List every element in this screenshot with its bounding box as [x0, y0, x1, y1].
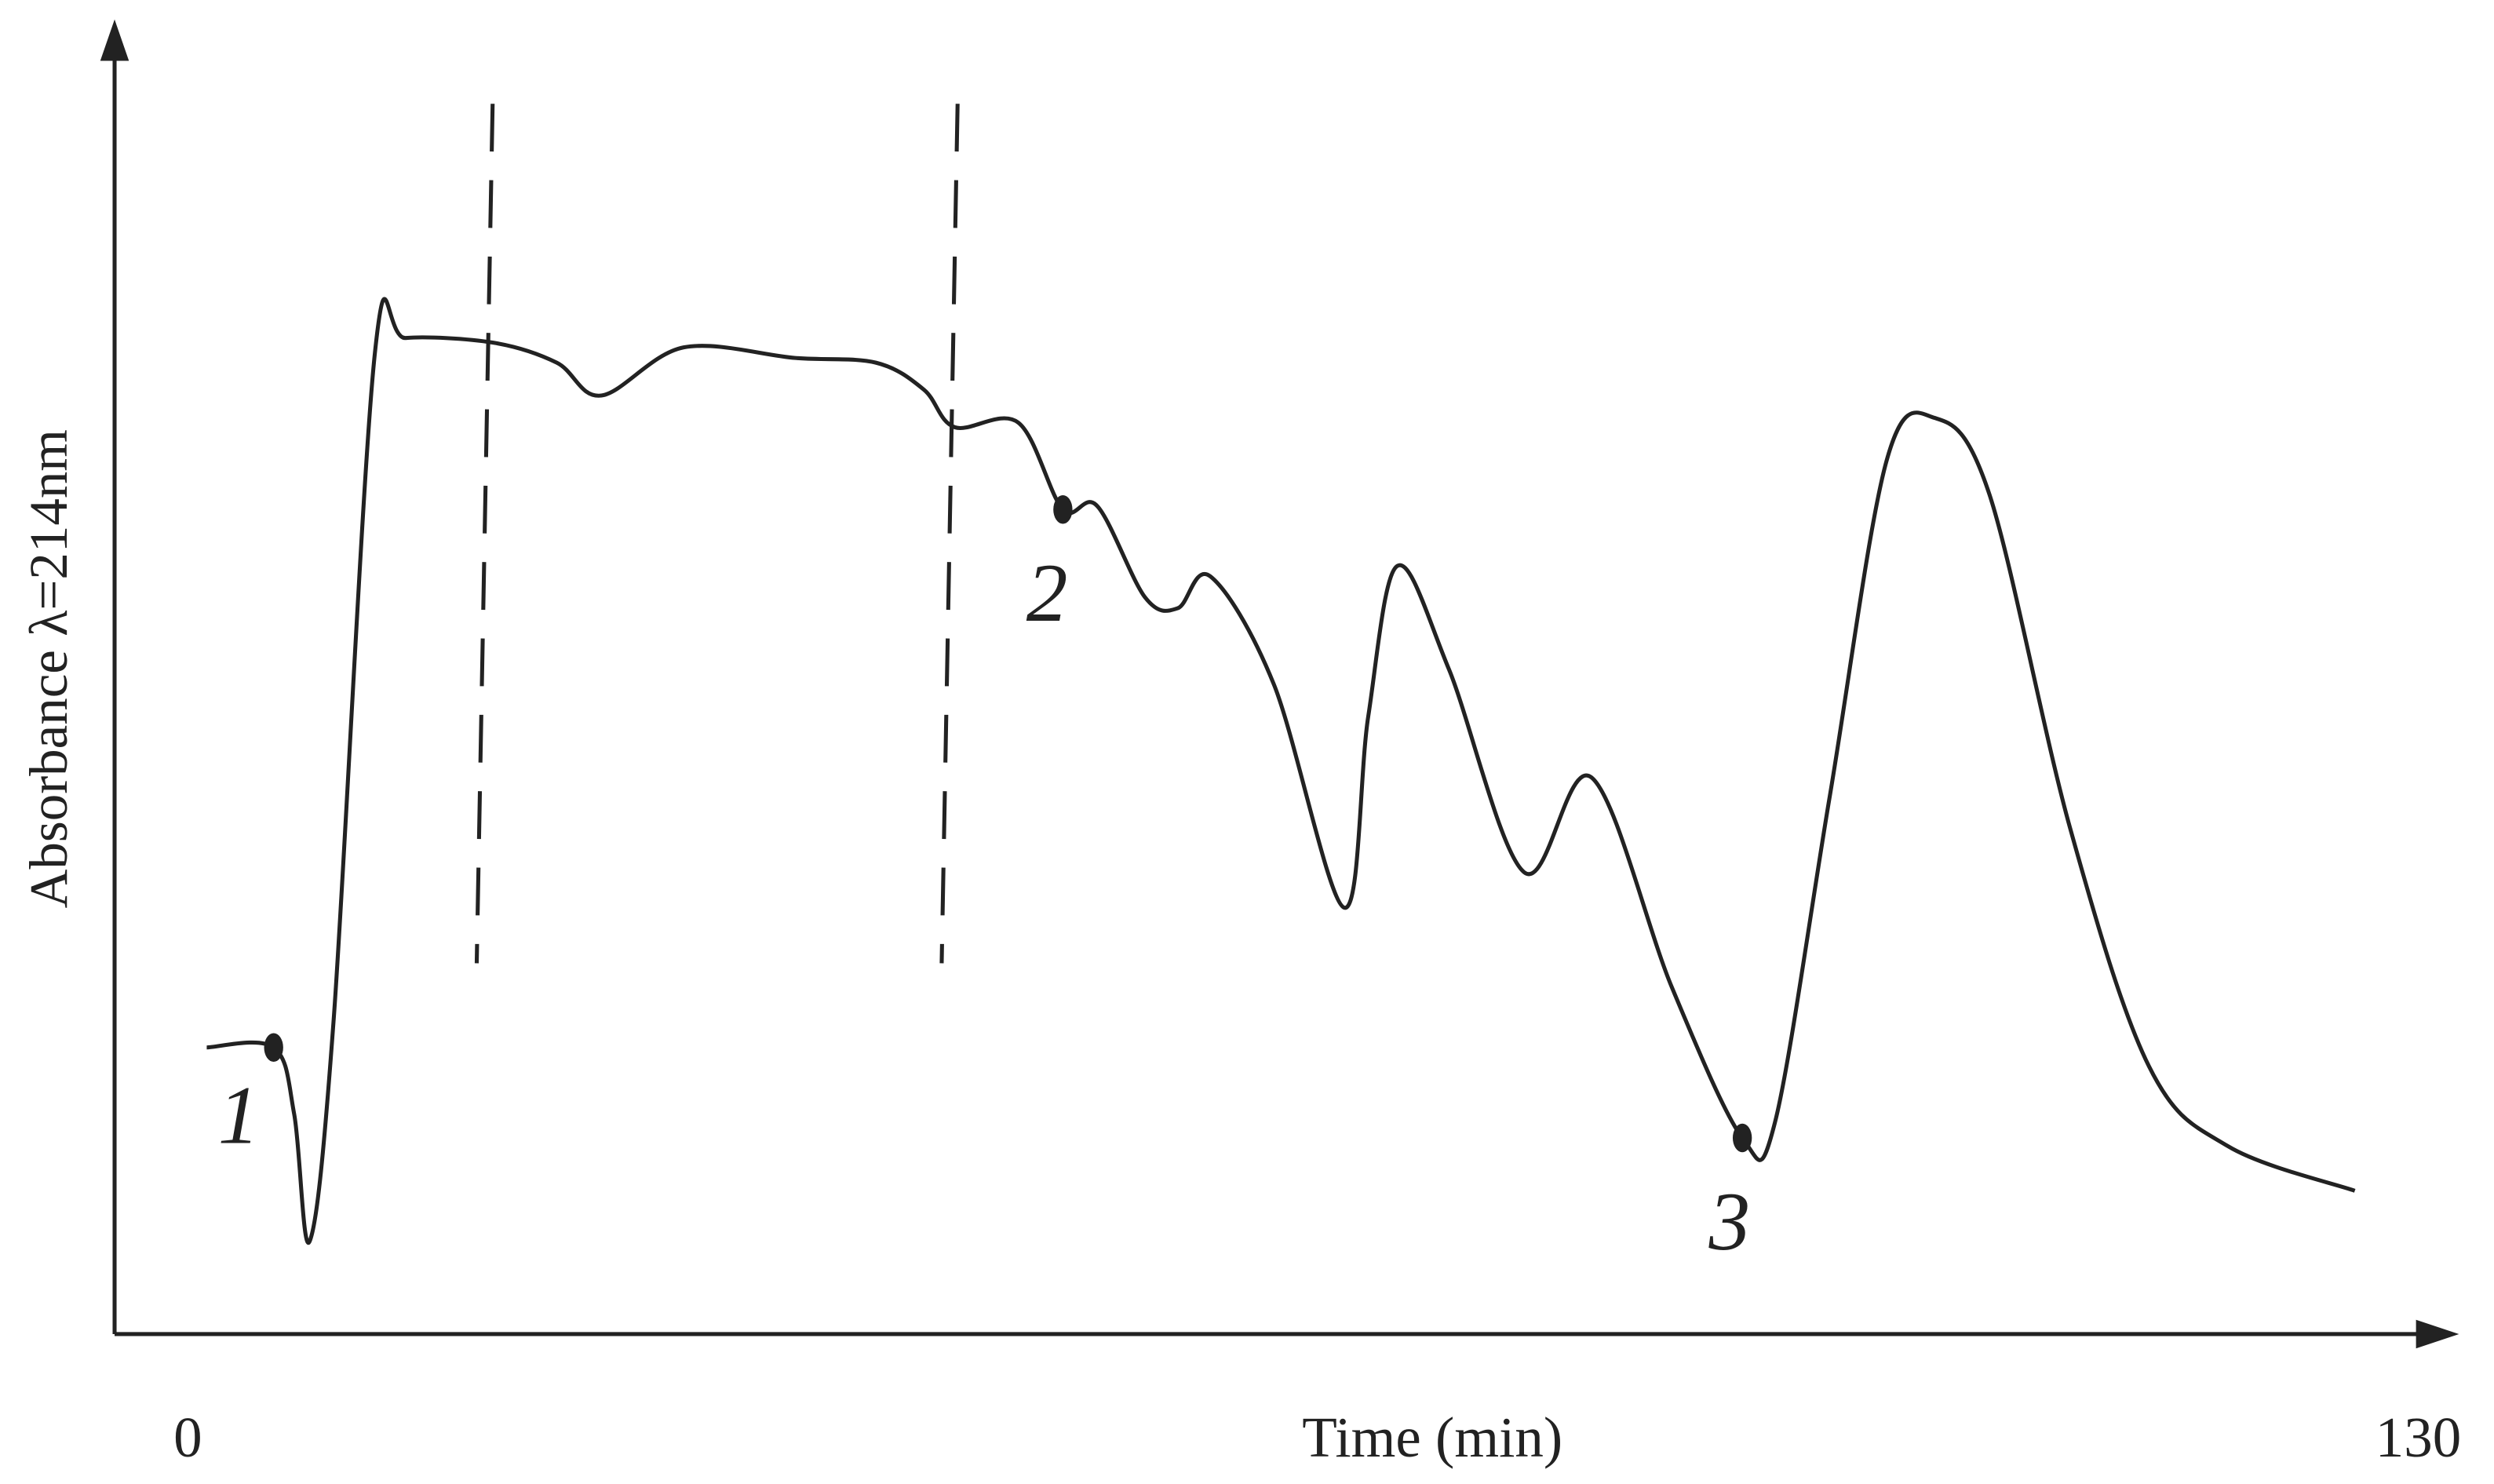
x-tick-label: 130: [2375, 1406, 2462, 1469]
x-axis-label: Time (min): [1302, 1406, 1562, 1469]
chromatogram-line: [206, 297, 2356, 1245]
dashed-divider: [474, 104, 495, 964]
y-axis-arrow: [100, 19, 129, 61]
dashed-divider: [939, 104, 960, 964]
x-tick-label: 0: [173, 1406, 202, 1469]
x-axis-arrow: [2416, 1319, 2459, 1349]
marked-point: [1053, 494, 1073, 524]
marked-point: [264, 1033, 283, 1062]
point-label: 1: [218, 1069, 260, 1161]
point-label: 3: [1708, 1176, 1751, 1267]
y-axis-label: Absorbance λ=214nm: [19, 429, 78, 908]
marked-point: [1732, 1123, 1752, 1153]
point-label: 2: [1026, 547, 1068, 639]
